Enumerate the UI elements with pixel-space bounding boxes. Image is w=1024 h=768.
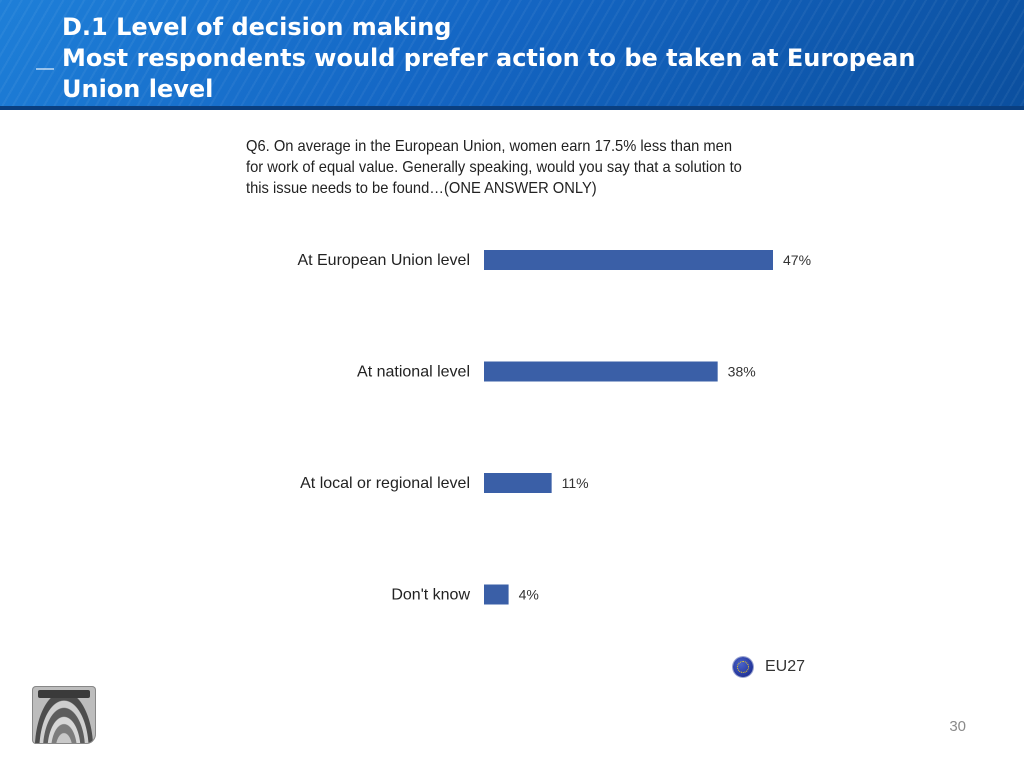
category-label: Don't know: [391, 587, 470, 604]
eu-flag-icon: [733, 657, 753, 677]
legend: EU27: [733, 656, 805, 678]
data-label: 47%: [783, 252, 811, 268]
category-label: At local or regional level: [300, 475, 470, 492]
bar: [484, 361, 718, 382]
header-banner: D.1 Level of decision making Most respon…: [0, 0, 1024, 110]
legend-label: EU27: [765, 658, 806, 675]
title-line-1: D.1 Level of decision making: [62, 13, 452, 41]
slide-title: D.1 Level of decision making Most respon…: [62, 12, 1002, 105]
question-text: Q6. On average in the European Union, wo…: [246, 138, 742, 197]
data-label: 11%: [562, 475, 589, 491]
bar: [484, 250, 773, 270]
data-label: 38%: [728, 364, 756, 380]
title-accent: [36, 68, 54, 70]
page-number: 30: [949, 718, 966, 735]
category-label: At national level: [357, 364, 470, 381]
parliament-thumbnail: [32, 686, 96, 744]
bar: [484, 584, 509, 605]
title-line-2: Most respondents would prefer action to …: [62, 44, 916, 103]
category-label: At European Union level: [297, 252, 470, 269]
bar: [484, 473, 552, 493]
data-label: 4%: [519, 587, 539, 603]
